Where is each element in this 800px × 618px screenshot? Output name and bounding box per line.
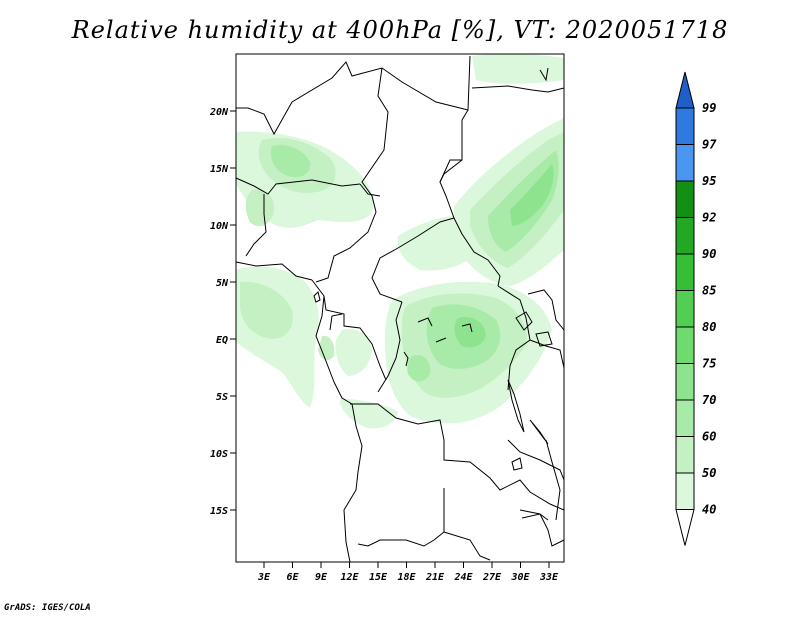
lon-tick-label: 21E xyxy=(425,572,445,583)
lat-tick-label: 5S xyxy=(216,392,228,403)
lat-tick-label: 10S xyxy=(210,449,228,460)
grads-credit: GrADS: IGES/COLA xyxy=(4,603,91,613)
map-frame xyxy=(235,53,565,563)
lon-tick-label: 3E xyxy=(257,572,271,583)
lon-tick-label: 6E xyxy=(286,572,299,583)
colorbar-bin xyxy=(675,144,695,182)
colorbar: 40 50 60 70 75 80 85 90 92 95 97 99 xyxy=(675,71,717,546)
colorbar-bin xyxy=(675,217,695,255)
colorbar-label: 50 xyxy=(702,466,716,480)
colorbar-label: 90 xyxy=(702,247,716,261)
lat-tick-label: 15S xyxy=(210,506,228,517)
colorbar-bin xyxy=(675,326,695,364)
colorbar-bin xyxy=(675,472,695,510)
colorbar-bin xyxy=(675,180,695,218)
lon-tick-label: 12E xyxy=(340,572,359,583)
lon-tick-label: 24E xyxy=(453,572,473,583)
lon-tick-label: 30E xyxy=(510,572,530,583)
colorbar-bin xyxy=(675,363,695,401)
lat-tick-label: 10N xyxy=(210,221,229,232)
colorbar-label: 40 xyxy=(702,503,716,517)
lat-tick-label: 20N xyxy=(209,107,229,118)
latitude-axis: 20N 15N 10N 5N EQ 5S 10S 15S xyxy=(209,107,236,517)
lat-tick-label: 15N xyxy=(210,164,229,175)
lon-tick-label: 18E xyxy=(397,572,416,583)
colorbar-label: 95 xyxy=(702,174,716,188)
lon-tick-label: 9E xyxy=(315,572,328,583)
lat-tick-label: 5N xyxy=(216,278,229,289)
colorbar-bin xyxy=(675,71,695,109)
colorbar-bin xyxy=(675,509,695,546)
colorbar-label: 85 xyxy=(702,284,716,298)
colorbar-label: 80 xyxy=(702,320,716,334)
lon-tick-label: 15E xyxy=(369,572,388,583)
colorbar-label: 70 xyxy=(702,393,716,407)
longitude-axis: 3E 6E 9E 12E 15E 18E 21E 24E 27E 30E 33E xyxy=(257,562,559,583)
country-borders xyxy=(235,55,565,563)
humidity-shading xyxy=(236,53,564,429)
lon-tick-label: 27E xyxy=(482,572,502,583)
colorbar-bin xyxy=(675,436,695,474)
map-title: Relative humidity at 400hPa [%], VT: 202… xyxy=(71,16,729,44)
colorbar-label: 60 xyxy=(702,430,716,444)
lon-tick-label: 33E xyxy=(539,572,559,583)
colorbar-label: 92 xyxy=(702,211,716,225)
lakes xyxy=(313,291,553,521)
colorbar-bin xyxy=(675,107,695,145)
colorbar-label: 97 xyxy=(702,138,717,152)
colorbar-bin xyxy=(675,253,695,291)
colorbar-label: 75 xyxy=(702,357,716,371)
colorbar-label: 99 xyxy=(702,101,716,115)
lat-tick-label: EQ xyxy=(216,335,228,346)
colorbar-bin xyxy=(675,399,695,437)
colorbar-bin xyxy=(675,290,695,328)
